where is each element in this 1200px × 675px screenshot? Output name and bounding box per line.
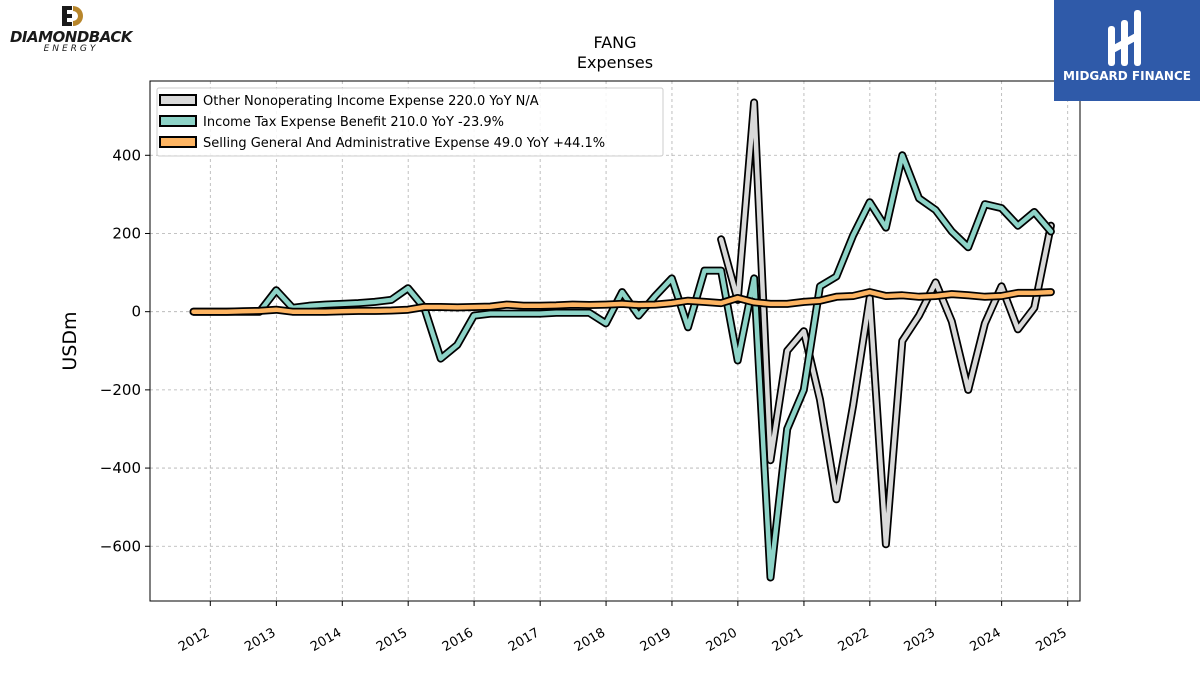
x-tick-label: 2016 xyxy=(440,625,476,655)
series-layer xyxy=(189,98,1055,582)
legend-swatch xyxy=(159,94,197,106)
x-tick-label: 2012 xyxy=(176,625,212,655)
brand-badge: MIDGARD FINANCE xyxy=(1054,0,1200,101)
x-tick-label: 2022 xyxy=(836,625,872,655)
series-line xyxy=(189,151,1055,582)
y-tick-label: 200 xyxy=(112,224,141,242)
x-tick-label: 2019 xyxy=(638,625,674,655)
y-tick-label: 400 xyxy=(112,146,141,164)
y-tick-label: 0 xyxy=(131,303,141,321)
x-tick-label: 2013 xyxy=(242,625,278,655)
legend-swatch xyxy=(159,136,197,148)
chart-title: FANG xyxy=(593,33,636,52)
legend-entry: Income Tax Expense Benefit 210.0 YoY -23… xyxy=(203,115,504,130)
x-tick-label: 2018 xyxy=(572,625,608,655)
y-tick-label: −400 xyxy=(100,459,141,477)
y-axis-label: USDm xyxy=(59,311,81,370)
x-tick-label: 2020 xyxy=(704,625,740,655)
x-tick-label: 2021 xyxy=(770,625,806,655)
midgard-mark-icon xyxy=(1108,10,1141,66)
x-tick-label: 2023 xyxy=(902,625,938,655)
brand-name: MIDGARD FINANCE xyxy=(1063,69,1191,83)
diamondback-mark-icon xyxy=(62,6,83,26)
axes: −600 −400 −200 0 200 400 2012 2013 2014 2015 2016 2… xyxy=(100,146,1070,655)
series-line-fill xyxy=(191,289,1054,314)
chart-subtitle: Expenses xyxy=(577,53,653,72)
legend-box xyxy=(156,87,664,157)
series-line-outline xyxy=(189,151,1055,582)
company-logo: DIAMONDBACK ENERGY xyxy=(4,4,138,56)
company-logo-sub: ENERGY xyxy=(43,44,99,54)
x-tick-label: 2017 xyxy=(506,625,542,655)
y-tick-label: −200 xyxy=(100,381,141,399)
x-tick-label: 2015 xyxy=(374,625,410,655)
x-tick-label: 2025 xyxy=(1034,625,1070,655)
grid xyxy=(150,81,1080,601)
legend: Other Nonoperating Income Expense 220.0 … xyxy=(156,87,664,157)
company-logo-name: DIAMONDBACK xyxy=(9,28,133,46)
legend-entry: Selling General And Administrative Expen… xyxy=(203,136,605,151)
legend-entry: Other Nonoperating Income Expense 220.0 … xyxy=(203,94,539,109)
series-line-fill xyxy=(191,153,1054,580)
plot-frame xyxy=(149,80,1081,602)
series-line xyxy=(189,288,1055,316)
legend-swatch xyxy=(159,115,197,127)
x-tick-label: 2024 xyxy=(967,625,1003,655)
x-tick-label: 2014 xyxy=(308,625,344,655)
y-tick-label: −600 xyxy=(100,537,141,555)
